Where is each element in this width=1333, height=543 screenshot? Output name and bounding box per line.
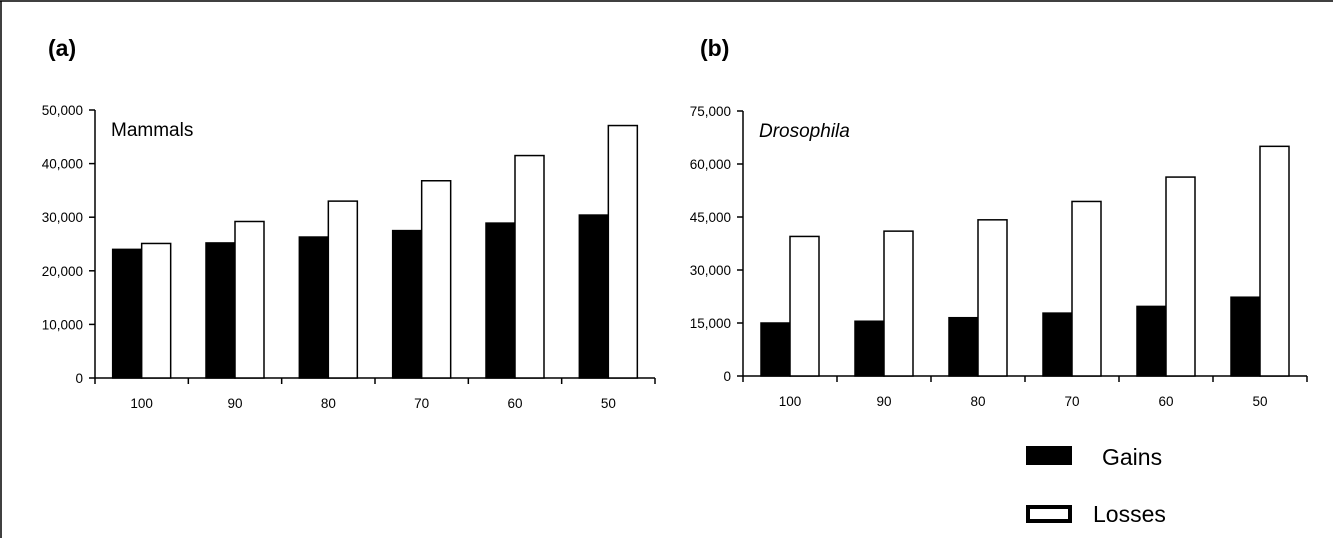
bar-gains <box>205 242 236 379</box>
x-tick-label: 50 <box>601 396 616 411</box>
x-tick-label: 70 <box>414 396 429 411</box>
bar-losses <box>140 242 172 379</box>
bar-gains <box>948 316 979 377</box>
x-tick-label: 90 <box>227 396 242 411</box>
bar-gains <box>298 236 330 379</box>
x-tick-label: 60 <box>1158 394 1173 409</box>
bar-gains <box>854 320 885 377</box>
legend-swatch-gains <box>1026 446 1072 465</box>
panel-label-b: (b) <box>700 35 729 61</box>
bar-losses <box>607 124 639 379</box>
x-tick-label: 60 <box>507 396 522 411</box>
y-tick-label: 75,000 <box>690 104 731 119</box>
y-tick-label: 10,000 <box>42 317 83 332</box>
x-tick-label: 80 <box>321 396 336 411</box>
y-tick-label: 0 <box>723 369 731 384</box>
bar-losses <box>327 200 359 379</box>
bar-losses <box>883 230 914 377</box>
bar-gains <box>760 322 791 377</box>
bar-gains <box>391 229 423 379</box>
legend: Gains Losses <box>1026 444 1166 527</box>
legend-label-gains: Gains <box>1102 444 1162 470</box>
x-tick-label: 50 <box>1252 394 1267 409</box>
bar-gains <box>1136 305 1167 377</box>
y-tick-label: 50,000 <box>42 103 83 118</box>
x-tick-label: 100 <box>130 396 153 411</box>
bar-gains <box>1230 296 1261 377</box>
x-tick-label: 80 <box>970 394 985 409</box>
bar-losses <box>234 220 265 379</box>
chart-annotation: Mammals <box>111 120 193 141</box>
bar-losses <box>1071 200 1102 377</box>
y-tick-label: 60,000 <box>690 157 731 172</box>
y-tick-label: 15,000 <box>690 316 731 331</box>
y-tick-label: 0 <box>75 371 83 386</box>
x-tick-label: 100 <box>779 394 802 409</box>
y-tick-label: 30,000 <box>42 210 83 225</box>
panel-label-a: (a) <box>48 35 76 61</box>
chart-drosophila: 0 15,000 30,000 45,000 60,000 75,000 100 90 80 70… <box>690 104 1308 409</box>
bar-gains <box>1042 312 1073 377</box>
y-tick-label: 30,000 <box>690 263 731 278</box>
legend-swatch-losses <box>1026 505 1072 523</box>
bar-losses <box>1165 176 1196 377</box>
bar-gains <box>578 214 610 379</box>
bar-gains <box>111 248 143 379</box>
y-tick-label: 40,000 <box>42 157 83 172</box>
chart-annotation: Drosophila <box>759 121 850 142</box>
x-tick-label: 90 <box>876 394 891 409</box>
bar-losses <box>1259 145 1290 377</box>
bar-losses <box>977 219 1008 377</box>
x-tick-label: 70 <box>1064 394 1079 409</box>
chart-mammals: 0 10,000 20,000 30,000 40,000 50,000 100 90 80 70… <box>42 103 656 411</box>
legend-label-losses: Losses <box>1093 501 1166 527</box>
bar-losses <box>789 235 820 377</box>
bar-gains <box>485 222 516 379</box>
y-tick-label: 45,000 <box>690 210 731 225</box>
bar-losses <box>514 154 545 379</box>
y-tick-label: 20,000 <box>42 264 83 279</box>
bar-losses <box>420 180 452 379</box>
